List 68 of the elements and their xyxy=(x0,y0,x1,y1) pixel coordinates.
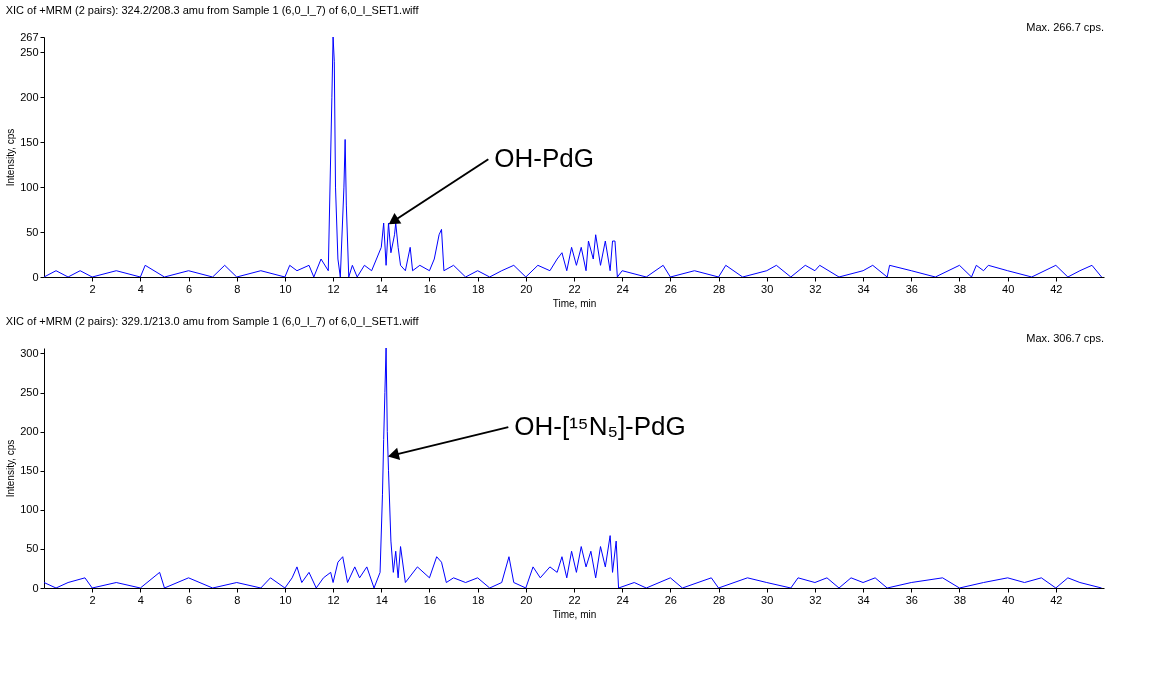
x-tick-label: 6 xyxy=(185,593,193,606)
x-tick-label: 8 xyxy=(234,282,241,295)
x-tick-label: 38 xyxy=(953,282,967,295)
x-tick-label: 22 xyxy=(568,282,581,295)
x-tick-label: 10 xyxy=(279,282,292,295)
line-series xyxy=(44,348,1103,588)
y-tick-label: 300 xyxy=(20,346,39,359)
x-tick-label: 6 xyxy=(185,282,193,295)
annotation: OH-PdG xyxy=(494,143,595,174)
x-tick-label: 12 xyxy=(327,593,340,606)
y-tick-label: 50 xyxy=(26,542,39,555)
y-tick-label: 200 xyxy=(20,425,39,438)
x-tick-label: 2 xyxy=(89,282,96,295)
x-tick-label: 22 xyxy=(568,593,581,606)
x-tick-label: 28 xyxy=(712,282,726,295)
x-tick-label: 30 xyxy=(761,593,774,606)
x-axis-title: Time, min xyxy=(552,608,597,620)
x-tick-label: 36 xyxy=(905,593,918,606)
x-tick-label: 28 xyxy=(712,593,726,606)
y-tick-label: 250 xyxy=(20,45,39,58)
x-tick-label: 38 xyxy=(953,593,967,606)
line-series xyxy=(44,37,1103,277)
y-axis-title: Intensity, cps xyxy=(5,128,17,187)
x-tick-label: 4 xyxy=(137,282,144,295)
x-tick-label: 16 xyxy=(423,593,437,606)
x-axis-title: Time, min xyxy=(552,297,597,309)
x-tick-label: 32 xyxy=(809,593,822,606)
x-tick-label: 40 xyxy=(1002,593,1015,606)
y-tick-label: 250 xyxy=(20,386,39,399)
x-tick-label: 34 xyxy=(857,282,870,295)
x-tick-label: 24 xyxy=(616,282,629,295)
x-tick-label: 26 xyxy=(664,282,677,295)
x-tick-label: 32 xyxy=(809,282,822,295)
x-tick-label: 42 xyxy=(1050,593,1063,606)
x-tick-label: 42 xyxy=(1050,282,1063,295)
y-tick-label: 100 xyxy=(20,503,39,516)
y-tick-label: 0 xyxy=(32,270,39,283)
x-tick-label: 34 xyxy=(857,593,870,606)
text: Max. 306.7 cps. xyxy=(1026,332,1104,344)
y-tick-label: 150 xyxy=(20,135,39,148)
chart-title: XIC of +MRM (2 pairs): 324.2/208.3 amu from Sample 1 (6,0_I_7) of 6,0_I_SET1.wiff xyxy=(5,4,420,16)
y-tick-label: 200 xyxy=(20,90,39,103)
x-tick-label: 36 xyxy=(905,282,918,295)
x-tick-label: 12 xyxy=(327,282,340,295)
x-tick-label: 24 xyxy=(616,593,629,606)
x-tick-label: 18 xyxy=(472,282,485,295)
x-tick-label: 26 xyxy=(664,593,677,606)
y-axis-title: Intensity, cps xyxy=(5,439,17,498)
y-tick-label: 100 xyxy=(20,180,39,193)
annotation: OH-[¹⁵N₅]-PdG xyxy=(514,411,686,442)
x-tick-label: 8 xyxy=(234,593,241,606)
chart-title: XIC of +MRM (2 pairs): 329.1/213.0 amu from Sample 1 (6,0_I_7) of 6,0_I_SET1.wiff xyxy=(5,315,420,327)
x-tick-label: 18 xyxy=(472,593,485,606)
text: Max. 266.7 cps. xyxy=(1026,21,1104,33)
x-tick-label: 4 xyxy=(137,593,144,606)
x-tick-label: 20 xyxy=(520,593,533,606)
x-tick-label: 20 xyxy=(520,282,533,295)
x-tick-label: 30 xyxy=(761,282,774,295)
x-tick-label: 14 xyxy=(375,593,388,606)
y-tick-label: 150 xyxy=(20,464,39,477)
x-tick-label: 40 xyxy=(1002,282,1015,295)
y-tick-label: 0 xyxy=(32,581,39,594)
x-tick-label: 16 xyxy=(423,282,437,295)
y-tick-label: 50 xyxy=(26,225,39,238)
x-tick-label: 2 xyxy=(89,593,96,606)
x-tick-label: 14 xyxy=(375,282,388,295)
x-tick-label: 10 xyxy=(279,593,292,606)
y-tick-label: 267 xyxy=(20,30,39,43)
